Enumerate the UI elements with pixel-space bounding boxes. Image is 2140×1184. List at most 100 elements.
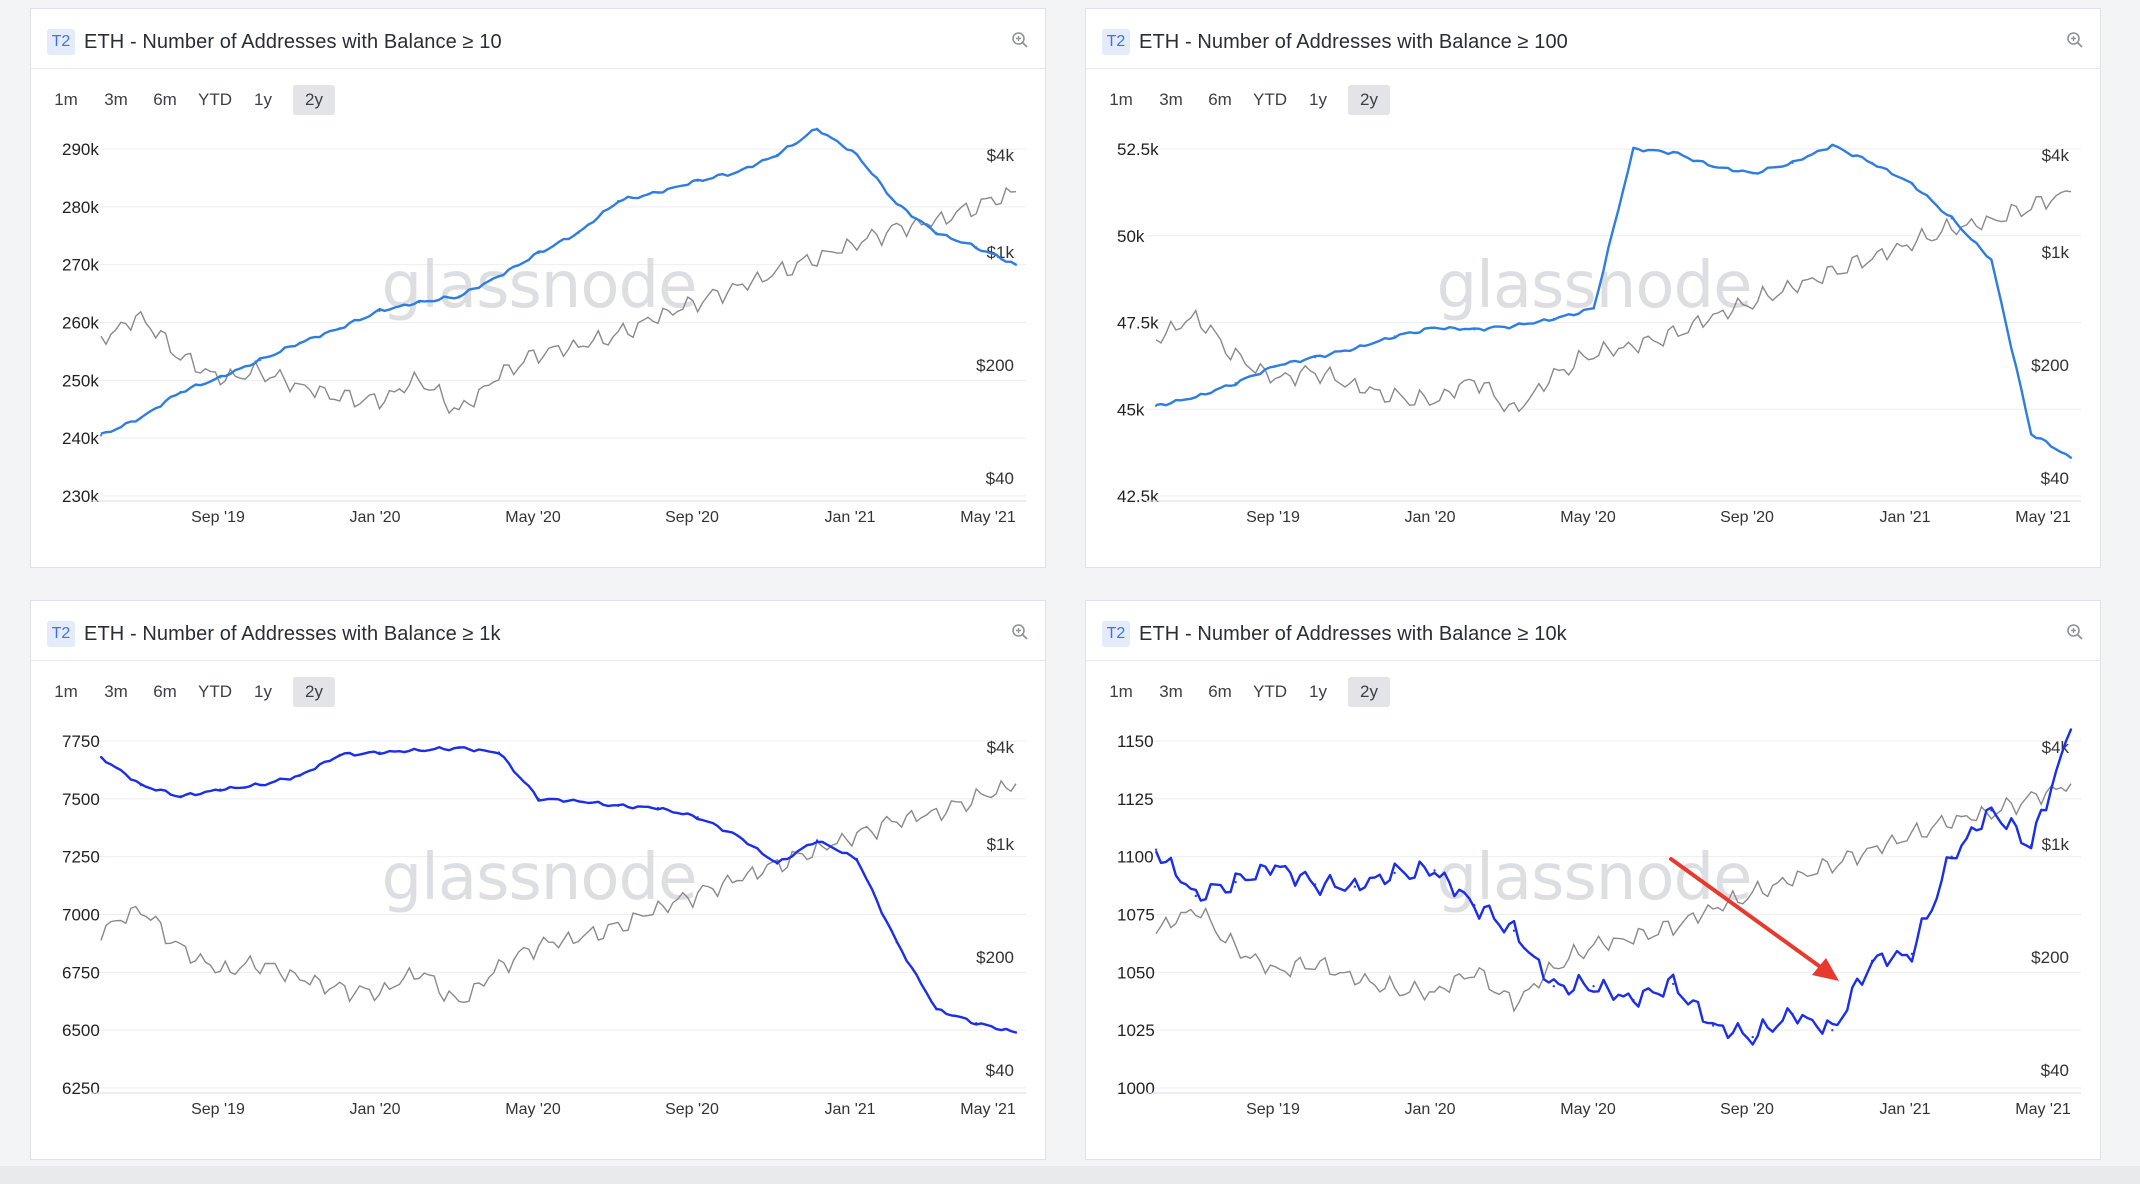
range-3m-button[interactable]: 3m bbox=[1159, 682, 1183, 701]
range-6m-button[interactable]: 6m bbox=[153, 682, 177, 701]
x-tick-label: May '20 bbox=[505, 1101, 561, 1118]
data-point bbox=[1313, 883, 1317, 886]
x-tick-label: May '21 bbox=[2015, 1101, 2071, 1118]
data-point bbox=[99, 756, 103, 759]
range-2y-button[interactable]: 2y bbox=[293, 85, 335, 115]
range-1y-button[interactable]: 1y bbox=[1309, 90, 1327, 109]
range-3m-button[interactable]: 3m bbox=[104, 682, 128, 701]
x-tick-label: Jan '20 bbox=[349, 1101, 400, 1118]
y-tick-label: 1075 bbox=[1117, 906, 1155, 925]
x-tick-label: May '21 bbox=[960, 1101, 1016, 1118]
zoom-in-icon[interactable] bbox=[2066, 623, 2084, 641]
range-1m-button[interactable]: 1m bbox=[1109, 90, 1133, 109]
address-count-line bbox=[1155, 143, 2072, 459]
data-point bbox=[537, 251, 540, 255]
range-ytd-button[interactable]: YTD bbox=[198, 682, 232, 701]
data-point bbox=[1353, 347, 1357, 350]
range-1y-button[interactable]: 1y bbox=[254, 682, 272, 701]
range-6m-button[interactable]: 6m bbox=[1208, 90, 1232, 109]
data-point bbox=[815, 839, 819, 842]
data-point bbox=[1512, 929, 1516, 932]
range-2y-button[interactable]: 2y bbox=[1348, 85, 1390, 115]
price-tick-label: $1k bbox=[2042, 835, 2070, 854]
data-point bbox=[1632, 998, 1635, 1002]
range-ytd-button[interactable]: YTD bbox=[198, 90, 232, 109]
zoom-in-icon[interactable] bbox=[1011, 623, 1029, 641]
data-point bbox=[1672, 982, 1675, 986]
range-1y-button[interactable]: 1y bbox=[254, 90, 272, 109]
address-count-line bbox=[100, 127, 1017, 435]
data-point bbox=[1831, 144, 1834, 147]
range-6m-button[interactable]: 6m bbox=[1208, 682, 1232, 701]
watermark: glassnode bbox=[1436, 249, 1751, 323]
price-tick-label: $1k bbox=[987, 243, 1015, 262]
price-tick-label: $4k bbox=[2042, 146, 2070, 165]
data-point bbox=[617, 199, 620, 203]
y-tick-label: 7750 bbox=[62, 732, 100, 751]
y-tick-label: 1125 bbox=[1117, 790, 1154, 809]
price-tick-label: $200 bbox=[976, 356, 1014, 375]
range-2y-button[interactable]: 2y bbox=[1348, 677, 1390, 707]
price-tick-label: $200 bbox=[2031, 356, 2069, 375]
data-point bbox=[2069, 456, 2073, 459]
x-tick-label: Jan '20 bbox=[349, 509, 400, 526]
data-point bbox=[1672, 151, 1675, 154]
range-ytd-button[interactable]: YTD bbox=[1253, 90, 1287, 109]
y-tick-label: 52.5k bbox=[1117, 140, 1159, 159]
chart-title: ETH - Number of Addresses with Balance ≥… bbox=[84, 31, 502, 53]
range-1y-button[interactable]: 1y bbox=[1309, 682, 1327, 701]
y-tick-label: 6250 bbox=[62, 1079, 100, 1098]
range-1m-button[interactable]: 1m bbox=[1109, 682, 1133, 701]
data-point bbox=[1234, 880, 1237, 884]
range-ytd-button[interactable]: YTD bbox=[1253, 682, 1287, 701]
y-tick-label: 47.5k bbox=[1117, 314, 1159, 333]
data-point bbox=[1831, 1029, 1834, 1032]
range-6m-button[interactable]: 6m bbox=[153, 90, 177, 109]
data-point bbox=[457, 746, 461, 750]
price-tick-label: $1k bbox=[987, 835, 1015, 854]
zoom-in-icon[interactable] bbox=[2066, 31, 2084, 49]
range-3m-button[interactable]: 3m bbox=[104, 90, 128, 109]
data-point bbox=[617, 804, 620, 807]
x-tick-label: Sep '19 bbox=[1246, 1101, 1300, 1118]
data-point bbox=[1711, 165, 1715, 168]
data-point bbox=[1552, 985, 1555, 988]
watermark: glassnode bbox=[1436, 841, 1751, 915]
x-tick-label: Sep '19 bbox=[1246, 509, 1300, 526]
y-tick-label: 260k bbox=[62, 314, 99, 333]
data-point bbox=[338, 753, 341, 757]
data-point bbox=[179, 390, 182, 394]
range-1m-button[interactable]: 1m bbox=[54, 90, 78, 109]
data-point bbox=[895, 941, 898, 944]
data-point bbox=[298, 774, 302, 777]
range-1m-button[interactable]: 1m bbox=[54, 682, 78, 701]
data-point bbox=[219, 376, 222, 379]
data-point bbox=[776, 153, 779, 156]
data-point bbox=[258, 358, 262, 362]
x-tick-label: Jan '21 bbox=[824, 509, 875, 526]
chart-card-balance-10k: T2 ETH - Number of Addresses with Balanc… bbox=[1085, 600, 2101, 1160]
tier-badge: T2 bbox=[1102, 621, 1130, 647]
data-point bbox=[457, 295, 461, 298]
data-point bbox=[1950, 217, 1953, 220]
chart-title: ETH - Number of Addresses with Balance ≥… bbox=[84, 623, 501, 645]
range-2y-button[interactable]: 2y bbox=[293, 677, 335, 707]
chart-plot-balance-1k: 7750 7500 7250 7000 6750 6500 6250 Sep '19 Jan '… bbox=[62, 732, 1026, 1118]
data-point bbox=[1433, 326, 1436, 329]
x-tick-label: Sep '20 bbox=[665, 509, 719, 526]
x-tick-label: May '21 bbox=[960, 509, 1016, 526]
watermark: glassnode bbox=[381, 249, 696, 323]
x-tick-label: Jan '21 bbox=[824, 1101, 875, 1118]
data-point bbox=[1751, 172, 1754, 175]
data-point bbox=[1990, 258, 1993, 262]
chart-title: ETH - Number of Addresses with Balance ≥… bbox=[1139, 31, 1568, 53]
price-tick-label: $200 bbox=[976, 948, 1014, 967]
address-count-line bbox=[1154, 728, 2073, 1046]
data-point bbox=[219, 788, 222, 791]
price-tick-label: $4k bbox=[987, 146, 1015, 165]
range-3m-button[interactable]: 3m bbox=[1159, 90, 1183, 109]
zoom-in-icon[interactable] bbox=[1011, 31, 1029, 49]
card-header: T2 ETH - Number of Addresses with Balanc… bbox=[1086, 601, 2100, 661]
data-point bbox=[1393, 871, 1396, 875]
y-tick-label: 7500 bbox=[62, 790, 100, 809]
